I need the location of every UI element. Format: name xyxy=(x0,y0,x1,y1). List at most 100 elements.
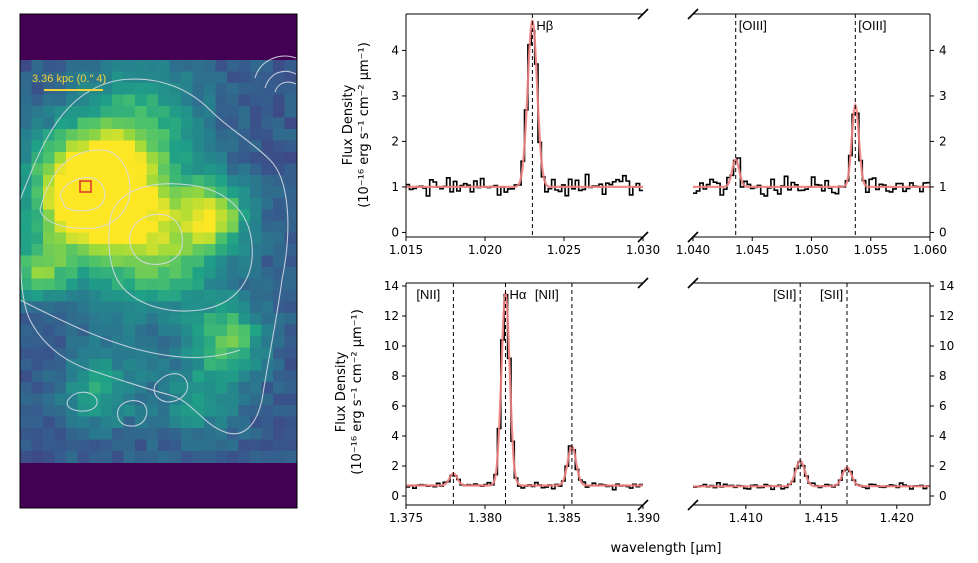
image-pixel xyxy=(20,359,32,371)
contour-corner-2 xyxy=(264,70,297,89)
image-pixel xyxy=(158,416,170,429)
image-pixel xyxy=(169,106,182,118)
image-pixel xyxy=(54,347,67,360)
image-pixel xyxy=(273,186,285,199)
contour-corner-1 xyxy=(254,55,297,79)
image-pixel xyxy=(77,290,90,302)
image-pixel xyxy=(77,451,90,463)
image-pixel xyxy=(181,370,193,383)
image-pixel xyxy=(181,152,193,164)
image-pixel xyxy=(192,117,205,130)
image-pixel xyxy=(20,324,32,337)
image-pixel xyxy=(215,416,228,429)
image-pixel xyxy=(158,83,170,95)
image-pixel xyxy=(66,94,78,107)
image-pixel xyxy=(169,163,182,176)
image-pixel xyxy=(215,370,228,383)
image-pixel xyxy=(238,313,251,325)
image-pixel xyxy=(215,209,228,222)
image-pixel xyxy=(123,244,136,256)
image-pixel xyxy=(43,278,55,291)
image-pixel xyxy=(250,393,262,406)
image-pixel xyxy=(204,439,216,452)
image-pixel xyxy=(158,405,170,417)
image-pixel xyxy=(100,347,113,360)
image-pixel xyxy=(43,209,55,222)
image-pixel xyxy=(158,439,170,452)
image-pixel xyxy=(250,209,262,222)
image-pixel xyxy=(227,152,239,164)
image-pixel xyxy=(273,221,285,233)
image-pixel xyxy=(192,301,205,314)
x-tick-label: 1.410 xyxy=(729,511,763,525)
image-pixel xyxy=(66,278,78,291)
image-pixel xyxy=(31,301,44,314)
ylabel-bottom-line1: Flux Density xyxy=(334,351,349,432)
line-label: [OIII] xyxy=(739,18,767,33)
image-pixel xyxy=(273,278,285,291)
image-pixel xyxy=(43,382,55,394)
contour-lines xyxy=(19,55,297,435)
image-pixel xyxy=(215,221,228,233)
image-pixel xyxy=(66,428,78,440)
image-pixel xyxy=(54,198,67,210)
image-pixel xyxy=(54,359,67,371)
image-pixel xyxy=(135,232,147,245)
image-pixel xyxy=(215,129,228,141)
image-pixel xyxy=(146,290,159,302)
image-pixel xyxy=(181,221,193,233)
image-pixel xyxy=(158,221,170,233)
image-pixel xyxy=(100,94,113,107)
y-tick-label: 4 xyxy=(391,43,399,57)
image-pixel xyxy=(100,382,113,394)
image-pixel xyxy=(112,359,124,371)
image-pixel xyxy=(261,255,274,268)
image-pixel xyxy=(89,255,101,268)
ylabel-top: Flux Density (10⁻¹⁶ erg s⁻¹ cm⁻² μm⁻¹) xyxy=(341,42,372,208)
image-pixel xyxy=(192,290,205,302)
image-pixel xyxy=(192,313,205,325)
contour-center xyxy=(108,183,253,312)
image-pixel xyxy=(20,83,32,95)
image-pixel xyxy=(158,301,170,314)
image-pixel xyxy=(192,439,205,452)
image-pixel xyxy=(227,439,239,452)
ylabel-bottom: Flux Density (10⁻¹⁶ erg s⁻¹ cm⁻² μm⁻¹) xyxy=(334,309,365,475)
image-pixel xyxy=(77,94,90,107)
image-pixel xyxy=(135,359,147,371)
image-pixel xyxy=(169,186,182,199)
image-pixel xyxy=(261,347,274,360)
image-pixel xyxy=(146,416,159,429)
image-pixel xyxy=(284,324,297,337)
image-pixel xyxy=(20,232,32,245)
image-pixel xyxy=(43,152,55,164)
image-pixel xyxy=(20,71,32,84)
image-pixel xyxy=(204,117,216,130)
image-pixel xyxy=(100,451,113,463)
x-tick-label: 1.385 xyxy=(547,511,581,525)
image-pixel xyxy=(66,255,78,268)
image-pixel xyxy=(112,129,124,141)
image-pixel xyxy=(100,301,113,314)
image-pixel xyxy=(43,324,55,337)
image-pixel xyxy=(112,209,124,222)
image-pixel xyxy=(158,163,170,176)
image-pixel xyxy=(250,278,262,291)
image-pixel xyxy=(43,186,55,199)
image-pixel xyxy=(77,244,90,256)
image-pixel xyxy=(261,198,274,210)
image-pixel xyxy=(215,117,228,130)
contour-blob-1 xyxy=(66,391,98,412)
image-pixel xyxy=(146,267,159,279)
image-pixel xyxy=(43,359,55,371)
image-pixel xyxy=(31,83,44,95)
image-pixel xyxy=(169,71,182,84)
image-pixel xyxy=(238,83,251,95)
image-pixel xyxy=(66,405,78,417)
image-pixel xyxy=(66,370,78,383)
image-pixel xyxy=(123,71,136,84)
image-pixel xyxy=(227,324,239,337)
image-pixel xyxy=(238,255,251,268)
image-pixel xyxy=(54,94,67,107)
x-tick-label: 1.390 xyxy=(626,511,660,525)
